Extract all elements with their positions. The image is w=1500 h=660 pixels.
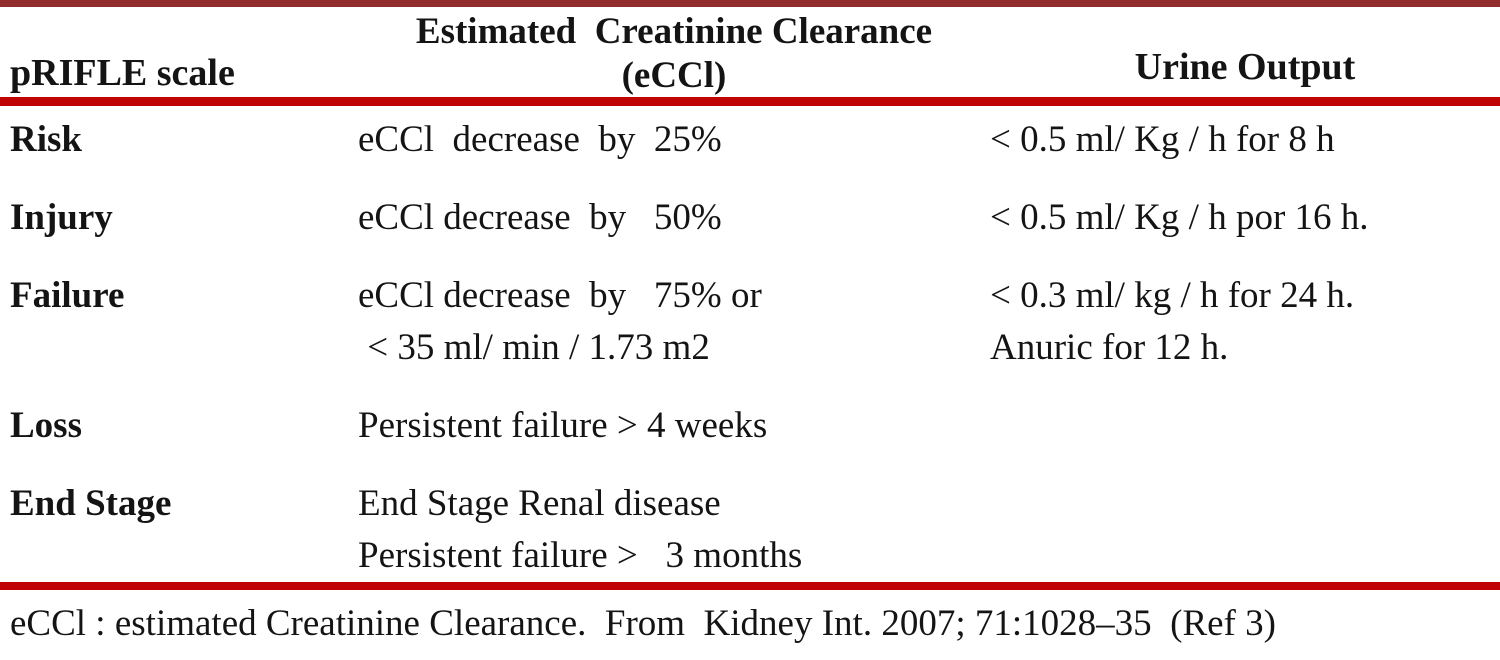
scale-label: Loss: [10, 405, 82, 446]
urine-line: Anuric for 12 h.: [990, 327, 1229, 368]
eccl-line: < 35 ml/ min / 1.73 m2: [358, 327, 710, 368]
scale-label: Injury: [10, 197, 113, 238]
cell-urine: [990, 400, 1500, 452]
table-body: Risk eCCl decrease by 25% < 0.5 ml/ Kg /…: [0, 106, 1500, 582]
top-rule: [0, 0, 1500, 7]
eccl-line: Persistent failure > 3 months: [358, 535, 803, 576]
scale-label: Risk: [10, 119, 82, 160]
cell-scale: End Stage: [0, 478, 358, 582]
cell-urine: < 0.5 ml/ Kg / h por 16 h.: [990, 192, 1500, 244]
header-prifle-scale: pRIFLE scale: [0, 7, 358, 97]
urine-line: < 0.3 ml/ kg / h for 24 h.: [990, 275, 1355, 316]
table-footnote: eCCl : estimated Creatinine Clearance. F…: [10, 603, 1276, 644]
footnote-area: eCCl : estimated Creatinine Clearance. F…: [0, 590, 1500, 660]
cell-eccl: eCCl decrease by 50%: [358, 192, 990, 244]
eccl-line: Persistent failure > 4 weeks: [358, 405, 768, 446]
scale-label: Failure: [10, 275, 125, 316]
header-urine-output-label: Urine Output: [1134, 46, 1356, 88]
table-row-failure: Failure eCCl decrease by 75% or < 35 ml/…: [0, 270, 1500, 374]
eccl-line: End Stage Renal disease: [358, 483, 721, 524]
eccl-line: eCCl decrease by 50%: [358, 197, 722, 238]
table-row-risk: Risk eCCl decrease by 25% < 0.5 ml/ Kg /…: [0, 114, 1500, 166]
footer-divider-rule: [0, 582, 1500, 590]
header-eccl-line1: Estimated Creatinine Clearance: [415, 11, 933, 52]
table-header-row: pRIFLE scale Estimated Creatinine Cleara…: [0, 7, 1500, 97]
header-prifle-scale-label: pRIFLE scale: [10, 52, 235, 94]
table-row-end-stage: End Stage End Stage Renal disease Persis…: [0, 478, 1500, 582]
cell-urine: < 0.3 ml/ kg / h for 24 h. Anuric for 12…: [990, 270, 1500, 374]
table-row-injury: Injury eCCl decrease by 50% < 0.5 ml/ Kg…: [0, 192, 1500, 244]
cell-urine: [990, 478, 1500, 582]
table-row-loss: Loss Persistent failure > 4 weeks: [0, 400, 1500, 452]
urine-line: < 0.5 ml/ Kg / h por 16 h.: [990, 197, 1369, 238]
cell-urine: < 0.5 ml/ Kg / h for 8 h: [990, 114, 1500, 166]
cell-eccl: Persistent failure > 4 weeks: [358, 400, 990, 452]
cell-eccl: eCCl decrease by 75% or < 35 ml/ min / 1…: [358, 270, 990, 374]
cell-eccl: eCCl decrease by 25%: [358, 114, 990, 166]
scale-label: End Stage: [10, 483, 172, 524]
cell-scale: Risk: [0, 114, 358, 166]
header-urine-output: Urine Output: [990, 7, 1500, 97]
cell-scale: Loss: [0, 400, 358, 452]
cell-scale: Injury: [0, 192, 358, 244]
header-divider-rule: [0, 97, 1500, 106]
urine-line: < 0.5 ml/ Kg / h for 8 h: [990, 119, 1335, 160]
header-eccl: Estimated Creatinine Clearance (eCCl): [358, 7, 990, 97]
eccl-line: eCCl decrease by 75% or: [358, 275, 762, 316]
eccl-line: eCCl decrease by 25%: [358, 119, 722, 160]
cell-scale: Failure: [0, 270, 358, 374]
header-eccl-line2: (eCCl): [621, 55, 727, 96]
cell-eccl: End Stage Renal disease Persistent failu…: [358, 478, 990, 582]
